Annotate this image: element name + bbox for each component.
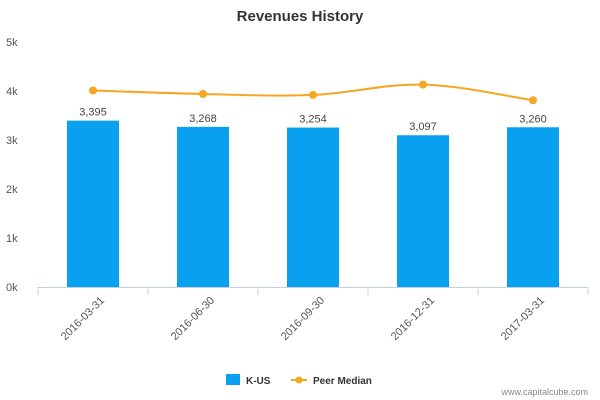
bar bbox=[177, 126, 229, 287]
peer-median-point bbox=[419, 80, 427, 89]
bar bbox=[397, 135, 449, 287]
x-tick-label: 2017-03-31 bbox=[499, 295, 547, 343]
bar-data-label: 3,254 bbox=[299, 114, 327, 126]
chart-title: Revenues History bbox=[237, 8, 364, 25]
x-tick-label: 2016-06-30 bbox=[169, 295, 217, 343]
y-tick-label: 1k bbox=[6, 233, 18, 245]
line-series bbox=[89, 80, 537, 105]
bar-data-labels: 3,395 3,268 3,254 3,097 3,260 bbox=[79, 107, 547, 134]
bar-data-label: 3,260 bbox=[519, 113, 547, 125]
legend-marker-peer-median bbox=[295, 376, 303, 384]
source-credit: www.capitalcube.com bbox=[500, 387, 588, 397]
peer-median-point bbox=[89, 86, 97, 95]
y-tick-label: 5k bbox=[6, 37, 18, 49]
bar-data-label: 3,395 bbox=[79, 107, 107, 119]
y-tick-label: 2k bbox=[6, 184, 18, 196]
bar bbox=[507, 127, 559, 287]
y-axis: 0k 1k 2k 3k 4k 5k bbox=[6, 37, 18, 294]
bar-data-label: 3,268 bbox=[189, 113, 217, 125]
x-axis: 2016-03-31 2016-06-30 2016-09-30 2016-12-31… bbox=[37, 287, 589, 343]
bar bbox=[67, 120, 119, 288]
bar-data-label: 3,097 bbox=[409, 121, 437, 133]
legend-label-peer-median: Peer Median bbox=[313, 376, 372, 387]
y-tick-label: 0k bbox=[6, 282, 18, 294]
peer-median-point bbox=[199, 89, 207, 98]
x-tick-label: 2016-12-31 bbox=[389, 295, 437, 343]
legend: K-US Peer Median bbox=[226, 374, 372, 387]
x-tick-label: 2016-09-30 bbox=[279, 295, 327, 343]
peer-median-point bbox=[309, 90, 317, 99]
x-tick-label: 2016-03-31 bbox=[59, 295, 107, 343]
legend-label-k-us: K-US bbox=[246, 376, 271, 387]
bar bbox=[287, 127, 339, 287]
peer-median-point bbox=[529, 96, 537, 105]
bar-series bbox=[67, 120, 559, 288]
legend-swatch-k-us bbox=[226, 374, 240, 385]
y-tick-label: 3k bbox=[6, 135, 18, 147]
y-tick-label: 4k bbox=[6, 86, 18, 98]
